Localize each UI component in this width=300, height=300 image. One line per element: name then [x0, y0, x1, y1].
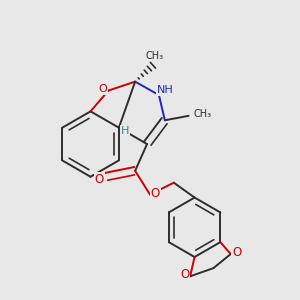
Text: CH₃: CH₃ — [146, 51, 164, 61]
Text: O: O — [95, 173, 104, 186]
Text: H: H — [121, 126, 130, 136]
Text: O: O — [99, 84, 107, 94]
Text: O: O — [151, 187, 160, 200]
Text: O: O — [180, 268, 189, 281]
Text: O: O — [232, 246, 241, 259]
Text: NH: NH — [157, 85, 174, 95]
Text: CH₃: CH₃ — [193, 109, 211, 119]
